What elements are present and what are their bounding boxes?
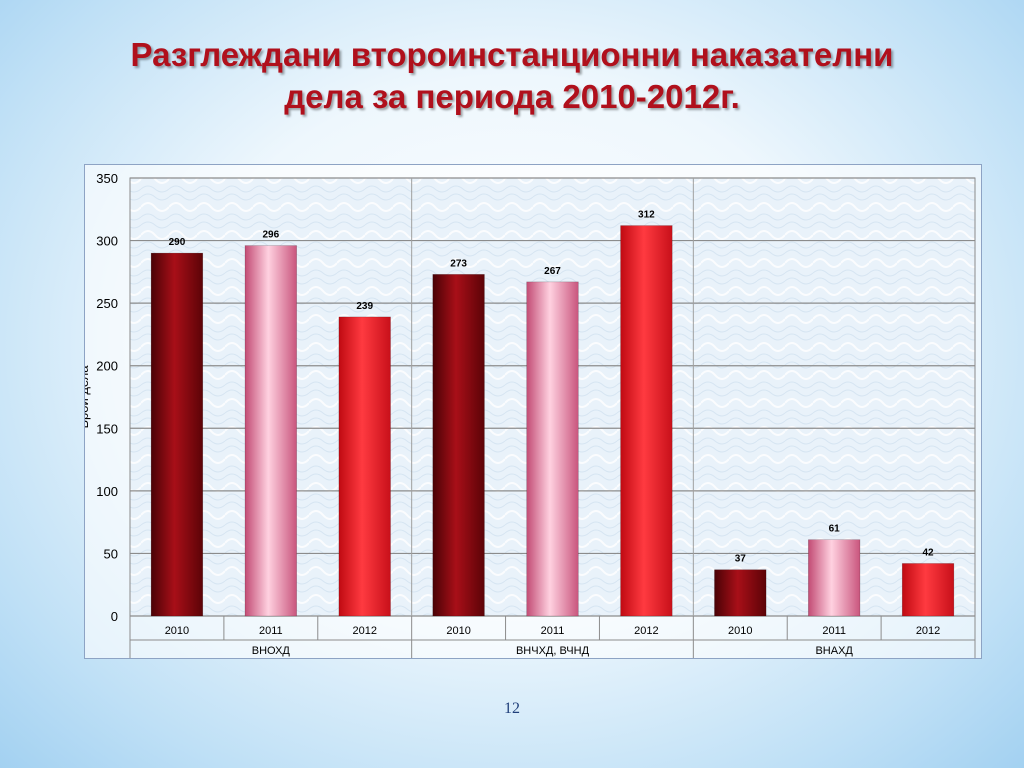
bar-2012 <box>901 563 955 617</box>
y-tick-label: 300 <box>96 234 118 249</box>
data-label: 239 <box>356 301 373 312</box>
bar-2012 <box>338 316 391 617</box>
y-tick-label: 50 <box>104 546 118 561</box>
bar-2011 <box>526 281 579 617</box>
slide-title-line-1: Разглеждани второинстанционни наказателн… <box>130 36 894 73</box>
chart-frame: 290 296 239 273 267 312 37 61 42 0 50 100 150 200 250… <box>84 164 982 659</box>
x-tick-label: 2010 <box>165 625 189 637</box>
y-tick-label: 150 <box>96 421 118 436</box>
page-number: 12 <box>504 700 520 717</box>
y-tick-label: 350 <box>96 171 118 186</box>
x-tick-label: 2011 <box>822 625 846 637</box>
bar-2010 <box>432 274 485 617</box>
x-group-label: ВНЧХД, ВЧНД <box>516 645 590 657</box>
data-label: 273 <box>450 258 467 269</box>
y-tick-label: 0 <box>111 609 118 624</box>
bar-2011 <box>244 245 297 617</box>
data-label: 37 <box>735 554 747 565</box>
data-label: 267 <box>544 266 561 277</box>
y-tick-label: 200 <box>96 359 118 374</box>
data-label: 61 <box>829 524 841 535</box>
data-label: 290 <box>169 237 186 248</box>
bar-2010 <box>150 252 204 617</box>
x-group-label: ВНОХД <box>252 645 291 657</box>
bar-2011 <box>808 539 861 617</box>
x-tick-label: 2010 <box>728 625 752 637</box>
x-tick-label: 2012 <box>916 625 940 637</box>
bar-2010 <box>714 569 767 617</box>
x-tick-label: 2010 <box>446 625 470 637</box>
bar-2012 <box>620 225 673 617</box>
y-axis-label: Брой дела <box>85 365 91 429</box>
x-tick-label: 2011 <box>259 625 283 637</box>
y-tick-label: 100 <box>96 484 118 499</box>
slide-title: Разглеждани второинстанционни наказателн… <box>0 34 1024 118</box>
x-group-label: ВНАХД <box>815 645 853 657</box>
y-tick-label: 250 <box>96 296 118 311</box>
bar-chart: 290 296 239 273 267 312 37 61 42 0 50 100 150 200 250… <box>85 171 976 658</box>
data-label: 312 <box>638 210 655 221</box>
x-tick-label: 2011 <box>541 625 565 637</box>
x-tick-label: 2012 <box>352 625 376 637</box>
slide-title-line-2: дела за периода 2010-2012г. <box>284 78 740 115</box>
data-label: 42 <box>922 547 934 558</box>
data-label: 296 <box>262 230 279 241</box>
x-tick-label: 2012 <box>634 625 658 637</box>
